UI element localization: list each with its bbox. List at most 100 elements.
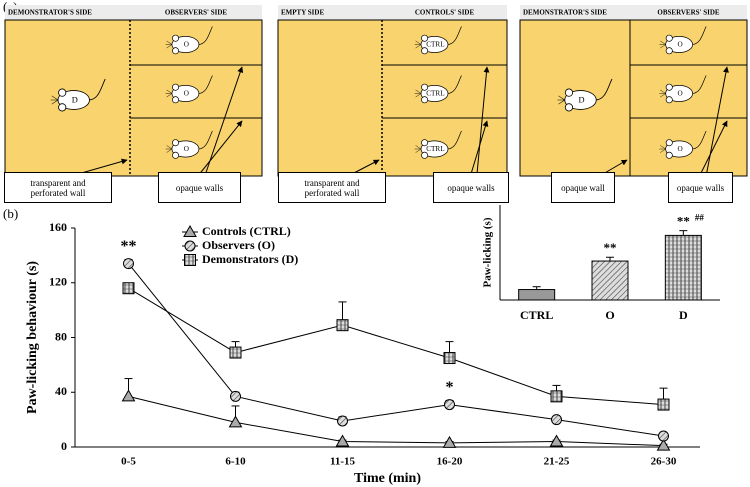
legend-marker: [184, 240, 196, 252]
mouse-ear: [172, 34, 180, 42]
series-line: [128, 395, 664, 447]
mouse: O: [165, 26, 213, 55]
mouse-ear: [172, 83, 180, 91]
data-point: [336, 319, 349, 332]
data-point: [123, 258, 134, 270]
x-tick-label: CTRL: [520, 308, 553, 322]
callout-arrow: [706, 66, 729, 175]
callout-text: transparent and perforated wall: [278, 172, 386, 203]
mouse-label: O: [184, 90, 189, 98]
mouse-body: [665, 85, 694, 102]
mouse-tail: [198, 130, 213, 150]
callout-arrow: [351, 159, 380, 175]
header-text: EMPTY SIDE: [281, 9, 324, 17]
mouse-label: O: [677, 90, 682, 98]
mouse-ear: [58, 88, 67, 97]
x-tick-label: 16-20: [437, 456, 463, 468]
mouse-whiskers: [165, 89, 173, 98]
y-axis-title: Paw-licking (s): [482, 217, 494, 287]
callout-text: opaque walls: [433, 172, 509, 203]
mouse-label: O: [677, 145, 682, 153]
mouse-tail: [88, 78, 106, 101]
mouse: CTRL: [414, 26, 462, 55]
x-tick-label: 6-10: [225, 456, 246, 468]
mouse: O: [659, 75, 707, 104]
data-point: [337, 415, 348, 427]
mouse: D: [557, 78, 613, 112]
data-point: [230, 390, 241, 402]
mouse-whiskers: [557, 95, 565, 105]
header-strip: [278, 5, 507, 20]
mouse-ear: [58, 103, 67, 112]
significance: *: [446, 379, 454, 396]
callout-box: opaque walls: [433, 172, 509, 203]
header-text: OBSERVERS' SIDE: [657, 9, 720, 17]
y-tick-label: 40: [55, 384, 67, 398]
legend-marker: [184, 254, 196, 266]
data-point: [335, 434, 350, 447]
legend-marker: [183, 224, 197, 237]
mouse-tail: [691, 130, 707, 150]
mouse-ear: [665, 151, 673, 159]
mouse: D: [50, 78, 106, 112]
mouse-body: [665, 140, 694, 158]
data-point: [443, 352, 456, 365]
mouse-body: [420, 140, 449, 158]
arena: [519, 19, 748, 177]
mouse-label: CTRL: [426, 41, 444, 49]
mouse-tail: [447, 130, 462, 150]
y-tick-label: 80: [55, 329, 67, 343]
bar: [664, 234, 702, 301]
header-text: OBSERVERS' SIDE: [165, 9, 228, 17]
header-text: CONTROLS' SIDE: [415, 9, 475, 17]
header-strip: [520, 5, 747, 20]
callout-box: transparent and perforated wall: [278, 172, 386, 203]
mouse-whiskers: [414, 40, 422, 49]
callout-arrow: [77, 158, 128, 175]
mouse-ear: [421, 151, 429, 159]
y-axis-title: Paw-licking behaviour (s): [25, 261, 40, 414]
mouse: O: [165, 130, 213, 159]
mouse-whiskers: [414, 89, 422, 98]
mouse-label: O: [184, 145, 189, 153]
x-axis-title: Time (min): [354, 471, 421, 486]
data-point: [656, 438, 671, 451]
mouse-label: D: [72, 95, 78, 104]
mouse-body: [665, 36, 694, 53]
mouse: O: [659, 26, 707, 55]
data-point: [657, 398, 670, 411]
mouse-tail: [447, 26, 462, 45]
bar: [591, 260, 629, 301]
mouse-label: D: [579, 95, 585, 104]
significance: **: [604, 240, 617, 255]
significance: **: [121, 238, 137, 255]
mouse-ear: [172, 151, 180, 159]
mouse-ear: [665, 83, 673, 91]
callout-arrow: [199, 120, 243, 175]
mouse-ear: [172, 139, 180, 147]
mouse-ear: [172, 47, 180, 55]
x-tick-label: 0-5: [121, 456, 136, 468]
mouse-ear: [665, 47, 673, 55]
mouse-label: CTRL: [426, 145, 444, 153]
x-tick-label: D: [679, 308, 688, 322]
x-tick-label: 26-30: [651, 456, 677, 468]
mouse-whiskers: [165, 145, 173, 153]
data-point: [229, 346, 242, 359]
mouse-body: [171, 85, 200, 102]
panel-label: (b): [3, 206, 18, 221]
x-tick-label: O: [605, 308, 614, 322]
mouse-whiskers: [659, 40, 666, 49]
callout-box: opaque walls: [668, 172, 733, 203]
data-point: [551, 414, 562, 426]
mouse-label: O: [677, 41, 682, 49]
mouse-ear: [564, 103, 574, 112]
significance: **: [677, 214, 690, 229]
mouse-tail: [447, 75, 462, 94]
callout-arrow: [205, 66, 244, 175]
mouse-whiskers: [659, 145, 666, 153]
mouse-ear: [665, 96, 673, 104]
mouse-body: [420, 85, 449, 102]
mouse-ear: [421, 34, 429, 42]
